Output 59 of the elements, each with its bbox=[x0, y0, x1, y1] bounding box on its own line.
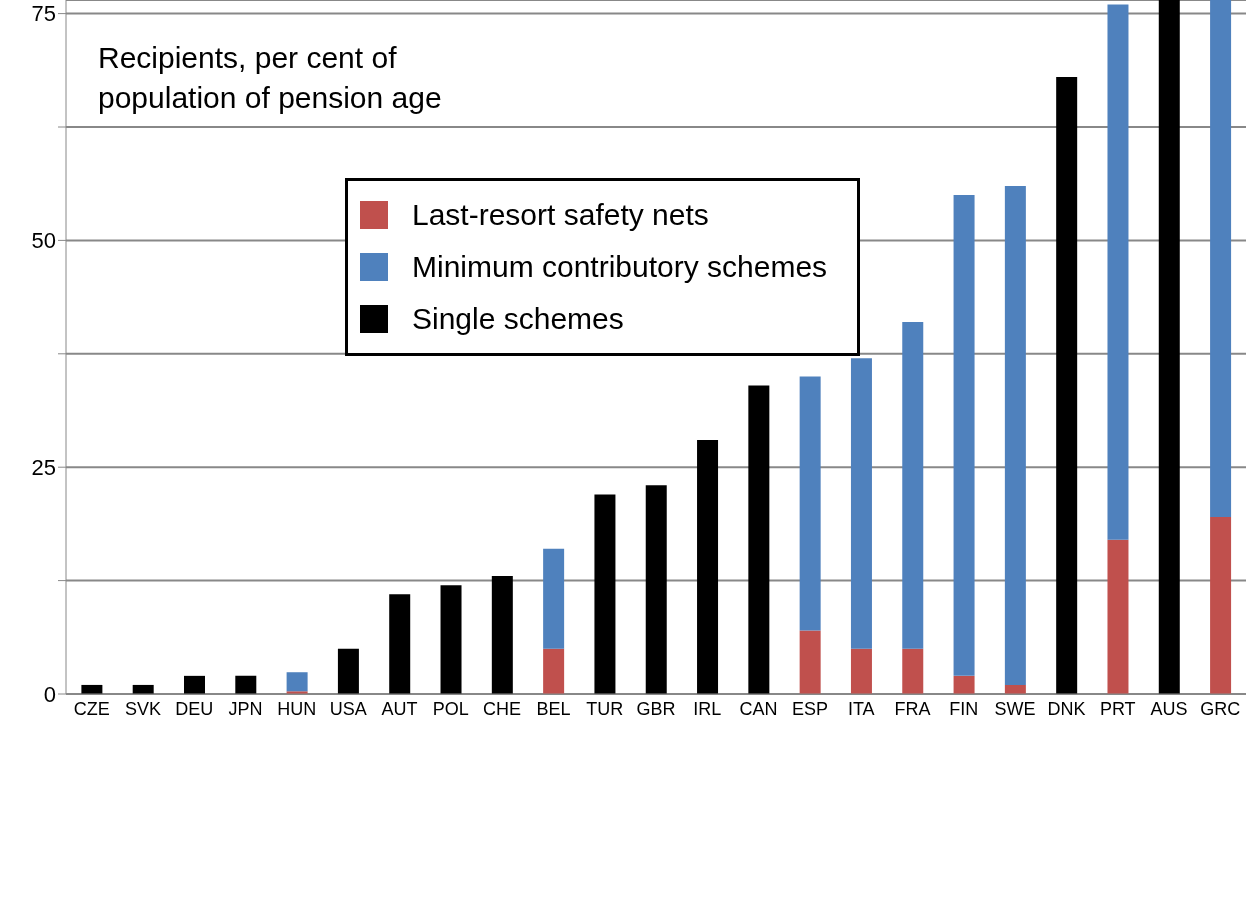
y-tick-label: 50 bbox=[31, 228, 56, 254]
bar bbox=[850, 648, 872, 694]
x-tick-label: CAN bbox=[739, 698, 778, 719]
x-tick-label: FIN bbox=[949, 698, 979, 719]
y-tick-label: 75 bbox=[31, 1, 56, 27]
bar bbox=[1107, 4, 1129, 540]
bar bbox=[440, 585, 462, 694]
bar bbox=[1210, 0, 1232, 518]
bar bbox=[1158, 0, 1180, 694]
x-tick-label: DNK bbox=[1047, 698, 1086, 719]
bar bbox=[543, 648, 565, 694]
x-tick-label: POL bbox=[432, 698, 469, 719]
bar bbox=[543, 548, 565, 649]
y-tick-label: 25 bbox=[31, 455, 56, 481]
x-tick-label: USA bbox=[329, 698, 367, 719]
bar bbox=[953, 195, 975, 676]
bar bbox=[953, 675, 975, 694]
bar bbox=[645, 485, 667, 694]
x-tick-label: FRA bbox=[894, 698, 931, 719]
annotation: Recipients, per cent of population of pension age bbox=[98, 40, 443, 116]
bar bbox=[850, 358, 872, 649]
x-tick-label: ITA bbox=[847, 698, 875, 719]
bar bbox=[799, 630, 821, 694]
x-tick-label: IRL bbox=[693, 698, 722, 719]
bar bbox=[337, 648, 359, 694]
bar bbox=[748, 385, 770, 694]
x-tick-label: HUN bbox=[277, 698, 317, 719]
x-tick-label: SWE bbox=[994, 698, 1036, 719]
legend-label: Last-resort safety nets bbox=[412, 198, 709, 232]
x-tick-label: ESP bbox=[791, 698, 828, 719]
bar bbox=[697, 439, 719, 694]
legend-label: Minimum contributory schemes bbox=[412, 250, 828, 284]
x-tick-label: CHE bbox=[483, 698, 522, 719]
y-tick-label: 0 bbox=[43, 681, 56, 707]
bar bbox=[1004, 185, 1026, 685]
x-tick-label: BEL bbox=[536, 698, 571, 719]
bar bbox=[902, 648, 924, 694]
bar bbox=[799, 376, 821, 631]
legend-label: Single schemes bbox=[412, 302, 624, 336]
x-tick-label: SVK bbox=[124, 698, 161, 719]
bar bbox=[491, 576, 513, 694]
bar bbox=[902, 322, 924, 649]
x-tick-label: AUS bbox=[1150, 698, 1188, 719]
bar bbox=[1107, 539, 1129, 694]
bar bbox=[235, 675, 257, 694]
x-tick-label: GRC bbox=[1200, 698, 1241, 719]
x-tick-label: TUR bbox=[586, 698, 624, 719]
bar bbox=[286, 672, 308, 692]
bar bbox=[1056, 77, 1078, 694]
bar bbox=[594, 494, 616, 694]
x-tick-label: DEU bbox=[175, 698, 214, 719]
bar bbox=[1210, 517, 1232, 694]
x-tick-label: CZE bbox=[73, 698, 110, 719]
x-tick-label: GBR bbox=[636, 698, 676, 719]
bar bbox=[184, 675, 205, 694]
x-tick-label: PRT bbox=[1099, 698, 1136, 719]
x-tick-label: AUT bbox=[381, 698, 418, 719]
x-tick-label: JPN bbox=[228, 698, 263, 719]
bar bbox=[389, 594, 411, 694]
